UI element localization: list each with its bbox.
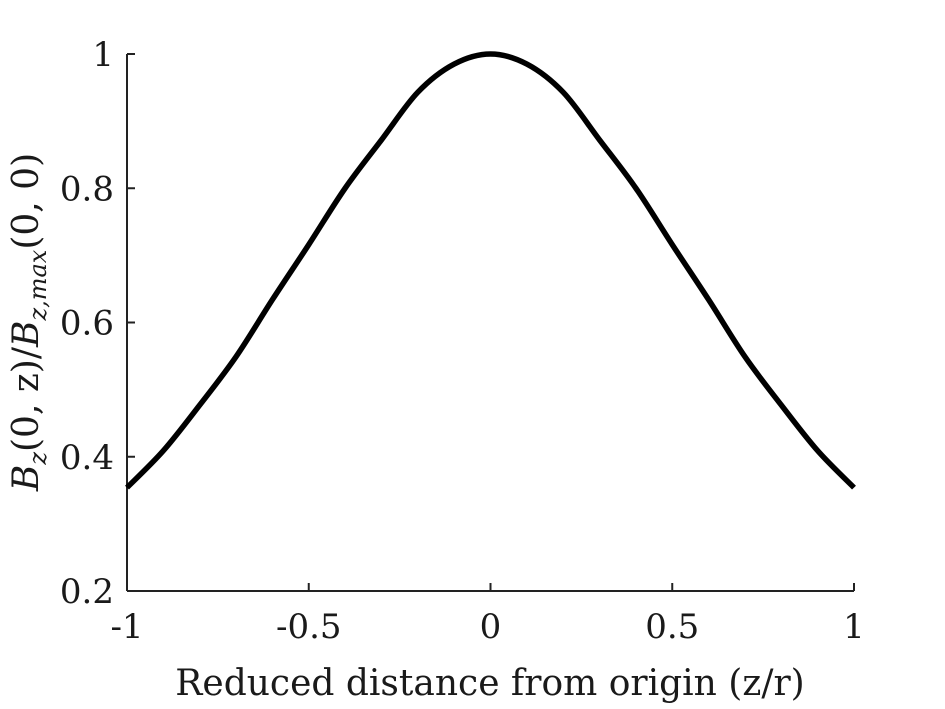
x-tick-label: -0.5 <box>276 607 342 647</box>
x-tick-label: -1 <box>110 607 143 647</box>
y-label-num-args: (0, z) <box>6 359 47 452</box>
x-tick-label: 0.5 <box>645 607 699 647</box>
y-label-num-main: B <box>6 465 47 492</box>
y-tick-label: 0.2 <box>60 572 114 612</box>
x-axis-label: Reduced distance from origin (z/r) <box>175 663 804 704</box>
y-label-den-args: (0, 0) <box>6 153 47 250</box>
y-tick-label: 1 <box>92 35 114 75</box>
x-tick-label: 1 <box>843 607 865 647</box>
x-tick-label: 0 <box>480 607 502 647</box>
y-label-slash: / <box>6 346 47 359</box>
y-tick-label: 0.4 <box>60 438 114 478</box>
y-axis-label: Bz(0, z)/Bz,max(0, 0) <box>6 153 52 492</box>
series-line <box>125 51 856 490</box>
y-ticks: 0.2 0.4 0.6 0.8 1 <box>60 35 135 612</box>
y-label-den-main: B <box>6 321 47 348</box>
y-label-num-sub: z <box>24 452 52 466</box>
axes: -1 -0.5 0 0.5 1 0.2 0.4 0.6 0.8 1 <box>60 35 865 647</box>
x-ticks: -1 -0.5 0 0.5 1 <box>110 583 865 647</box>
y-label-den-sub: z,max <box>24 249 52 321</box>
y-tick-label: 0.8 <box>60 169 114 209</box>
y-tick-label: 0.6 <box>60 304 114 344</box>
series-layer <box>125 51 856 490</box>
